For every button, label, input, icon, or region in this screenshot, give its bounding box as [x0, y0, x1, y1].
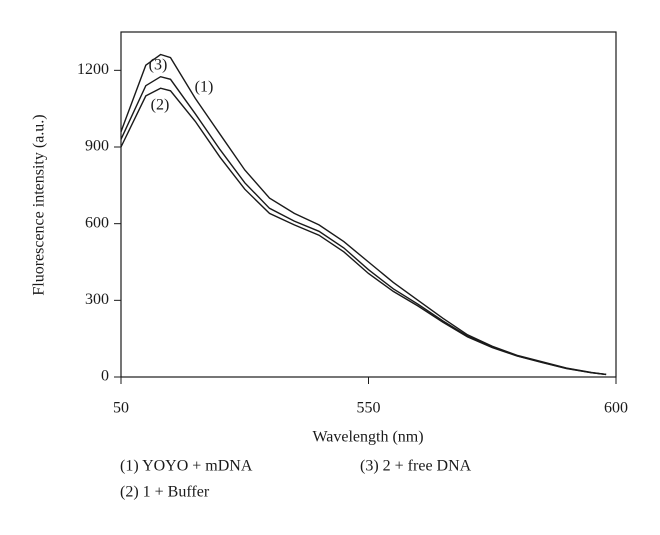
x-tick-label: 600	[604, 400, 628, 417]
legend-entry: (1) YOYO + mDNA	[120, 458, 253, 475]
series-line	[120, 53, 607, 376]
series-line	[120, 87, 607, 376]
x-tick-label: 50	[113, 400, 129, 417]
curve-annotation: (3)	[149, 57, 168, 74]
y-axis-label: Fluorescence intensity (a.u.)	[31, 114, 48, 295]
y-tick-label: 1200	[77, 61, 109, 78]
series-line	[120, 75, 607, 376]
curve-annotation: (1)	[195, 79, 214, 96]
y-tick-label: 300	[85, 291, 109, 308]
y-tick-label: 600	[85, 214, 109, 231]
curve-annotation: (2)	[151, 97, 170, 114]
legend-entry: (3) 2 + free DNA	[360, 458, 472, 475]
legend-entry: (2) 1 + Buffer	[120, 484, 210, 501]
x-axis-label: Wavelength (nm)	[312, 429, 423, 446]
x-tick-label: 550	[357, 400, 381, 417]
y-tick-label: 900	[85, 138, 109, 155]
y-tick-label: 0	[101, 368, 109, 385]
